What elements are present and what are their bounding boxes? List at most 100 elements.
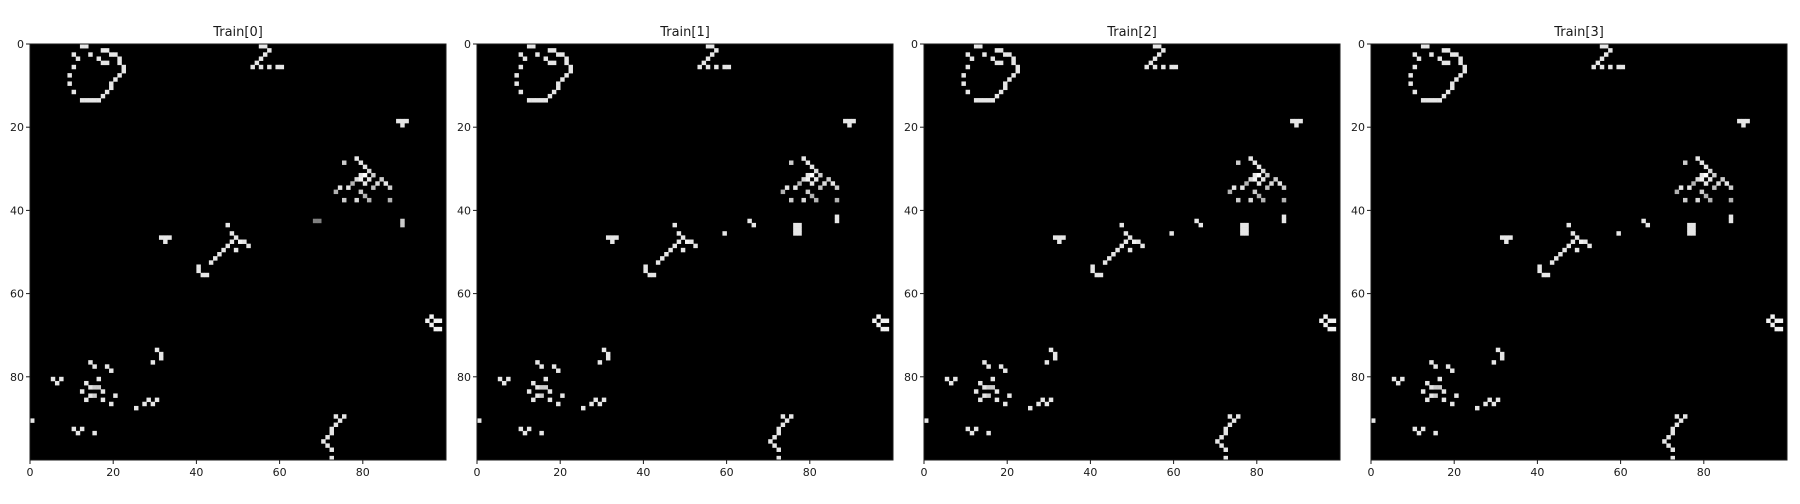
pixel-cell (547, 389, 553, 394)
y-tick-label: 20 (904, 121, 918, 134)
pixel-cell (1412, 52, 1418, 57)
pixel-cell (526, 389, 532, 394)
pixel-cell (982, 98, 987, 103)
pixel-cell (1412, 89, 1418, 95)
pixel-cell (722, 231, 727, 236)
pixel-cell (982, 385, 987, 390)
pixel-cell (793, 231, 798, 236)
pixel-cell (1395, 380, 1401, 386)
pixel-cell (100, 389, 106, 394)
pixel-cell (1595, 60, 1601, 66)
pixel-cell (1319, 318, 1324, 324)
pixel-cell (722, 64, 727, 70)
pixel-cell (1591, 64, 1596, 70)
pixel-cell (358, 160, 364, 165)
pixel-cell (79, 44, 85, 49)
x-tick-label: 0 (474, 466, 481, 479)
pixel-cell (242, 239, 247, 244)
pixel-cell (1691, 181, 1696, 186)
y-tick-label: 40 (457, 204, 471, 217)
pixel-cell (784, 185, 790, 190)
pixel-cell (809, 172, 815, 178)
pixel-cell (1549, 260, 1555, 265)
pixel-cell (104, 89, 110, 95)
pixel-cell (556, 85, 561, 91)
pixel-cell (84, 44, 89, 49)
pixel-cell (1400, 376, 1405, 382)
pixel-cell (262, 52, 268, 57)
pixel-cell (1770, 314, 1775, 319)
pixel-cell (834, 214, 840, 220)
pixel-cell (1699, 177, 1705, 182)
panel-title: Train[2] (1106, 25, 1157, 40)
x-tick-label: 20 (553, 466, 567, 479)
pixel-cell (1691, 222, 1696, 228)
pixel-cell (100, 60, 106, 66)
y-tick-label: 40 (904, 204, 918, 217)
pixel-cell (801, 156, 806, 161)
pixel-cell (258, 56, 264, 61)
pixel-cell (1408, 81, 1413, 86)
pixel-cell (593, 397, 598, 403)
x-tick-label: 40 (1083, 466, 1097, 479)
pixel-cell (998, 89, 1004, 95)
pixel-cell (1331, 326, 1337, 332)
pixel-cell (531, 98, 536, 103)
pixel-cell (990, 376, 996, 382)
y-tick-label: 60 (904, 288, 918, 301)
x-tick-label: 80 (1697, 466, 1711, 479)
pixel-cell (789, 160, 794, 165)
pixel-cell (1570, 239, 1576, 244)
pixel-cell (437, 318, 443, 324)
pixel-cell (834, 218, 840, 224)
pixel-cell (1745, 118, 1750, 124)
pixel-cell (1331, 318, 1337, 324)
pixel-cell (514, 81, 519, 86)
pixel-cell (876, 314, 881, 319)
pixel-cell (104, 364, 110, 369)
pixel-cell (1327, 318, 1332, 324)
pixel-cell (780, 422, 786, 428)
pixel-cell (1774, 326, 1779, 332)
pixel-cell (776, 430, 781, 436)
pixel-cell (1712, 185, 1717, 190)
pixel-cell (813, 168, 819, 174)
pixel-cell (1437, 98, 1443, 103)
pixel-cell (1583, 239, 1588, 244)
pixel-cell (1620, 64, 1626, 70)
pixel-cell (329, 455, 334, 461)
pixel-cell (1766, 318, 1771, 324)
pixel-cell (325, 435, 330, 440)
pixel-cell (196, 264, 201, 269)
pixel-cell (1508, 235, 1513, 240)
pixel-cell (1173, 64, 1179, 70)
pixel-cell (92, 98, 97, 103)
pixel-cell (805, 177, 811, 182)
pixel-cell (813, 197, 819, 203)
pixel-cell (1425, 98, 1430, 103)
pixel-cell (714, 64, 719, 70)
pixel-cell (876, 322, 881, 328)
pixel-cell (229, 239, 235, 244)
pixel-cell (1236, 197, 1241, 203)
pixel-cell (79, 98, 85, 103)
x-tick-label: 20 (1000, 466, 1014, 479)
pixel-cell (1495, 397, 1501, 403)
pixel-cell (1240, 222, 1245, 228)
pixel-cell (1098, 272, 1104, 278)
pixel-cell (660, 256, 665, 261)
pixel-cell (526, 98, 532, 103)
pixel-cell (1429, 385, 1434, 390)
pixel-cell (551, 60, 557, 66)
pixel-cell (843, 118, 848, 124)
pixel-cell (1169, 231, 1174, 236)
pixel-cell (1003, 81, 1008, 86)
pixel-cell (1445, 89, 1451, 95)
pixel-cell (113, 393, 118, 398)
pixel-cell (518, 426, 524, 432)
pixel-cell (84, 380, 89, 386)
pixel-cell (100, 397, 106, 403)
pixel-cell (539, 393, 544, 398)
pixel-cell (1483, 401, 1488, 407)
